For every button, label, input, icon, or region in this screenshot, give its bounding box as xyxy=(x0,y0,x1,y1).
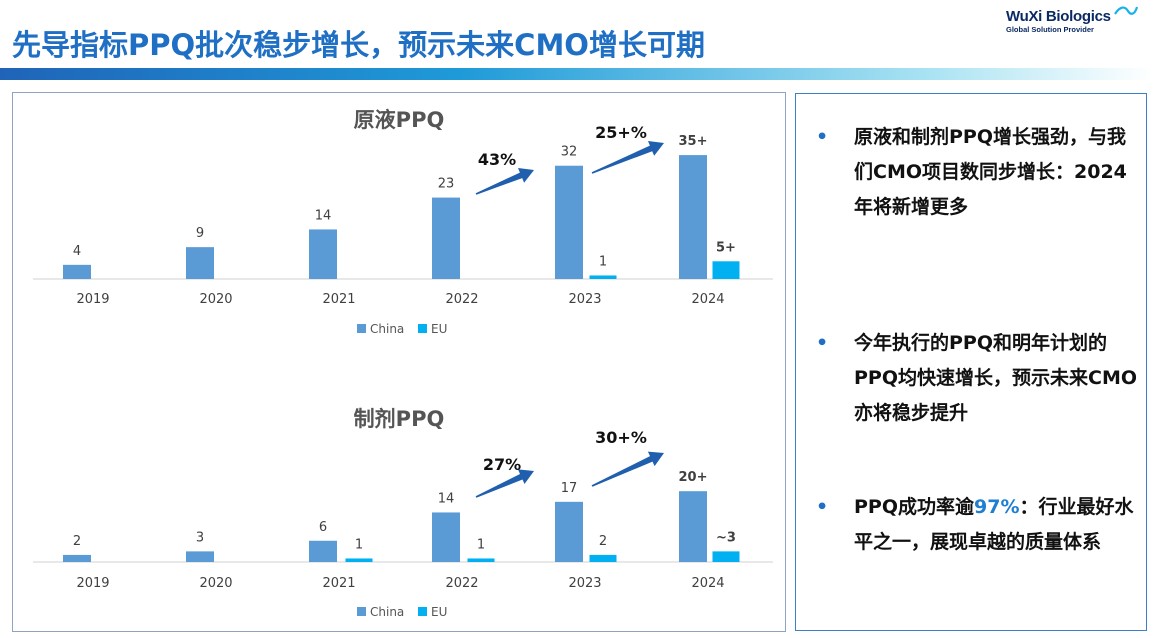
growth-rate-label: 30+% xyxy=(595,428,647,447)
bar-china xyxy=(186,551,214,562)
legend-label-china: China xyxy=(370,322,404,336)
logo-wave-icon xyxy=(1114,6,1138,15)
bar-china xyxy=(309,540,337,562)
data-label-china: 17 xyxy=(561,481,578,496)
growth-rate-label: 25+% xyxy=(595,123,647,142)
bullet-dot: • xyxy=(816,126,829,148)
summary-panel: • 原液和制剂PPQ增长强劲，与我们CMO项目数同步增长：2024年将新增更多 … xyxy=(795,93,1147,631)
data-label-eu: ~3 xyxy=(716,530,736,545)
x-tick-label: 2022 xyxy=(445,576,478,591)
bullet-item-2: • 今年执行的PPQ和明年计划的PPQ均快速增长，预示未来CMO亦将稳步提升 xyxy=(816,326,1138,431)
data-label-eu: 1 xyxy=(599,254,607,269)
data-label-china: 4 xyxy=(73,244,81,259)
ppq-charts: 原液PPQ4201992020142021232022321202335+5+2… xyxy=(33,108,773,619)
x-tick-label: 2023 xyxy=(568,576,601,591)
x-tick-label: 2021 xyxy=(322,292,355,307)
bar-china xyxy=(63,264,91,279)
x-tick-label: 2020 xyxy=(199,292,232,307)
logo-name: WuXi Biologics xyxy=(1006,8,1111,25)
bullet-item-3: • PPQ成功率逾97%：行业最好水平之一，展现卓越的质量体系 xyxy=(816,490,1138,560)
bar-eu xyxy=(712,551,740,562)
data-label-china: 3 xyxy=(196,530,204,545)
growth-arrow xyxy=(591,451,664,487)
company-logo: WuXi Biologics Global Solution Provider xyxy=(1006,6,1138,34)
bullet-dot: • xyxy=(816,496,829,518)
data-label-china: 23 xyxy=(438,177,455,192)
x-tick-label: 2023 xyxy=(568,292,601,307)
bar-china xyxy=(679,155,707,279)
data-label-china: 32 xyxy=(561,145,578,160)
growth-arrow xyxy=(475,168,534,195)
x-tick-label: 2024 xyxy=(691,292,724,307)
data-label-china: 14 xyxy=(315,208,332,223)
legend-label-eu: EU xyxy=(431,605,447,619)
growth-rate-label: 27% xyxy=(483,455,521,474)
legend-swatch-eu xyxy=(418,324,427,333)
bar-eu xyxy=(345,558,373,562)
legend-swatch-china xyxy=(357,324,366,333)
bar-eu xyxy=(589,275,617,279)
bullet-text: PPQ成功率逾97%：行业最好水平之一，展现卓越的质量体系 xyxy=(854,490,1138,560)
bar-eu xyxy=(712,261,740,279)
data-label-china: 2 xyxy=(73,534,81,549)
bullet-text: 原液和制剂PPQ增长强劲，与我们CMO项目数同步增长：2024年将新增更多 xyxy=(854,126,1127,218)
bar-china xyxy=(432,512,460,562)
page-title: 先导指标PPQ批次稳步增长，预示未来CMO增长可期 xyxy=(12,28,705,62)
x-tick-label: 2022 xyxy=(445,292,478,307)
title-underline-bar xyxy=(0,68,1153,80)
bar-china xyxy=(432,197,460,279)
growth-rate-label: 43% xyxy=(478,150,516,169)
growth-arrow xyxy=(591,141,664,174)
bar-china xyxy=(63,554,91,562)
x-tick-label: 2019 xyxy=(76,292,109,307)
bullet-dot: • xyxy=(816,332,829,354)
legend-label-china: China xyxy=(370,605,404,619)
charts-panel: 原液PPQ 4 2019 9 2020 14 2021 23 2022 32 1 2023 35+ 5+ 2… xyxy=(12,92,786,632)
bullet-text: 今年执行的PPQ和明年计划的PPQ均快速增长，预示未来CMO亦将稳步提升 xyxy=(854,332,1138,424)
legend-swatch-eu xyxy=(418,607,427,616)
x-tick-label: 2024 xyxy=(691,576,724,591)
bar-eu xyxy=(589,554,617,562)
bar-china xyxy=(555,501,583,562)
legend-label-eu: EU xyxy=(431,322,447,336)
data-label-eu: 1 xyxy=(477,537,485,552)
data-label-china: 9 xyxy=(196,226,204,241)
success-rate-highlight: 97% xyxy=(974,496,1020,518)
bullet-text-before: PPQ成功率逾 xyxy=(854,496,975,518)
data-label-china: 35+ xyxy=(679,134,708,149)
growth-arrow xyxy=(475,469,534,498)
bar-china xyxy=(186,247,214,279)
data-label-china: 6 xyxy=(319,520,327,535)
data-label-china: 14 xyxy=(438,491,455,506)
bullet-item-1: • 原液和制剂PPQ增长强劲，与我们CMO项目数同步增长：2024年将新增更多 xyxy=(816,120,1138,225)
bar-china xyxy=(309,229,337,279)
data-label-china: 20+ xyxy=(679,470,708,485)
chart-title: 制剂PPQ xyxy=(354,407,445,431)
data-label-eu: 2 xyxy=(599,534,607,549)
bar-china xyxy=(679,491,707,562)
data-label-eu: 5+ xyxy=(716,240,736,255)
bar-eu xyxy=(467,558,495,562)
x-tick-label: 2021 xyxy=(322,576,355,591)
legend-swatch-china xyxy=(357,607,366,616)
data-label-eu: 1 xyxy=(355,537,363,552)
bullet-text-after: ：行业最好水平之一，展现卓越的质量体系 xyxy=(854,496,1134,553)
x-tick-label: 2020 xyxy=(199,576,232,591)
chart-title: 原液PPQ xyxy=(354,108,445,132)
x-tick-label: 2019 xyxy=(76,576,109,591)
logo-tagline: Global Solution Provider xyxy=(1006,25,1094,34)
bar-china xyxy=(555,165,583,279)
